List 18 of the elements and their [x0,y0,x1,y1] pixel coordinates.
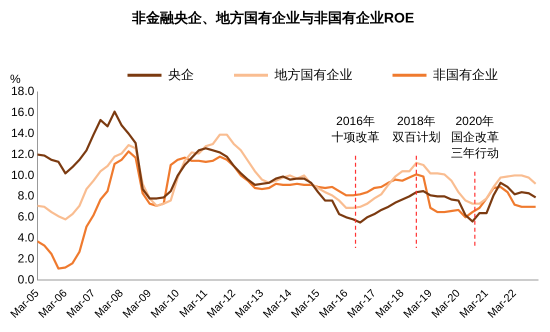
y-tick-label: 2.0 [18,251,35,266]
y-tick-label: 6.0 [18,210,35,224]
y-tick-label: 10.0 [10,168,35,182]
y-tick-label: 18.0 [10,84,35,98]
y-axis-title: % [10,72,21,86]
y-tick-label: 16.0 [10,105,35,120]
y-tick-label: 12.0 [10,146,35,161]
ref-line-label: 2020年国企改革三年行动 [450,114,499,160]
ref-line-label: 2016年十项改革 [332,114,380,144]
ref-line-label: 2018年双百计划 [392,114,440,144]
y-tick-label: 4.0 [18,230,35,245]
y-tick-label: 8.0 [18,188,35,203]
legend-label: 地方国有企业 [274,66,352,82]
y-tick-label: 14.0 [10,126,35,140]
legend-label: 央企 [168,66,194,82]
legend-label: 非国有企业 [433,66,498,82]
y-tick-label: 0.0 [18,272,35,286]
chart-title: 非金融央企、地方国有企业与非国有企业ROE [130,9,414,26]
